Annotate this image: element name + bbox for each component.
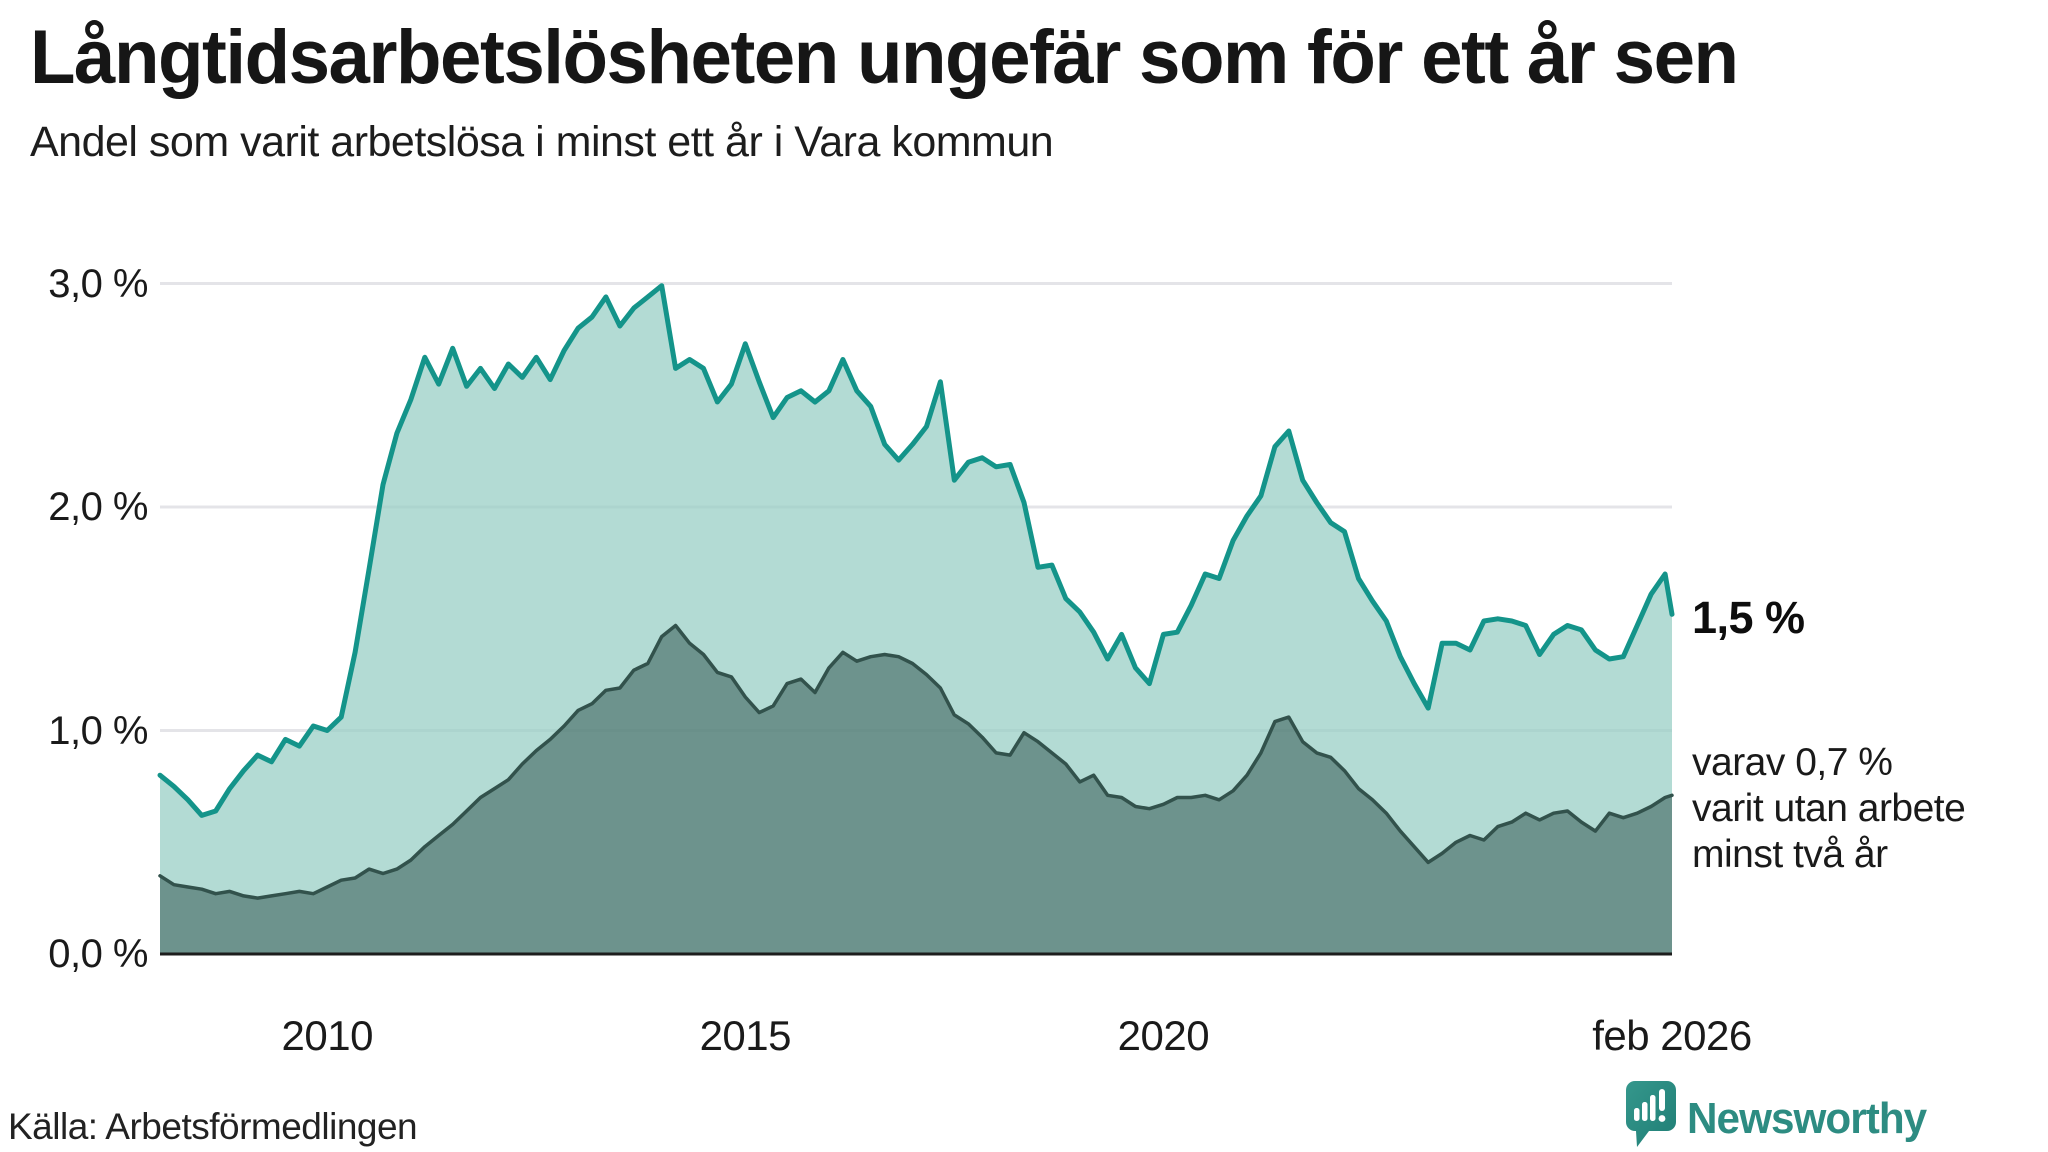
x-tick-label: 2020 — [1117, 1012, 1210, 1059]
newsworthy-wordmark: Newsworthy — [1687, 1094, 1927, 1143]
y-tick-label: 1,0 % — [48, 708, 148, 753]
series-total-end-value-label: 1,5 % — [1692, 592, 1805, 643]
page-subtitle: Andel som varit arbetslösa i minst ett å… — [30, 118, 1054, 166]
series-two-years-area — [160, 625, 1672, 954]
annotation-line: minst två år — [1692, 833, 1888, 876]
x-tick-label: feb 2026 — [1592, 1012, 1752, 1059]
series-two-years-end-annotation: varav 0,7 % varit utan arbete minst två … — [1692, 740, 1966, 878]
annotation-line: varav 0,7 % — [1692, 741, 1893, 784]
y-tick-label: 0,0 % — [48, 932, 148, 976]
series-two-years-line — [158, 623, 1674, 900]
source-credit: Källa: Arbetsförmedlingen — [8, 1106, 418, 1147]
page-title: Långtidsarbetslösheten ungefär som för e… — [30, 15, 1739, 100]
newsworthy-branding: Newsworthy — [1625, 1080, 1936, 1152]
annotation-line: varit utan arbete — [1692, 787, 1966, 830]
newsworthy-logo-icon — [1626, 1081, 1676, 1147]
x-tick-label: 2010 — [281, 1012, 374, 1059]
x-tick-label: 2015 — [699, 1012, 792, 1059]
y-tick-label: 3,0 % — [48, 261, 148, 306]
y-tick-label: 2,0 % — [48, 485, 148, 529]
series-total-line — [157, 283, 1675, 818]
